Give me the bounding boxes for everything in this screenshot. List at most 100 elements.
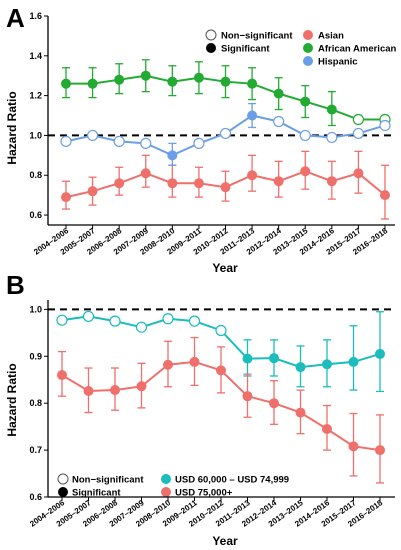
data-point (219, 127, 232, 140)
data-point (352, 127, 365, 140)
data-point (87, 78, 98, 89)
data-point (269, 353, 279, 364)
panel-a-ylabel: Hazard Ratio (5, 91, 19, 164)
legend-nonsig: Non−significant (205, 29, 293, 42)
series-0 (56, 310, 385, 393)
data-point (326, 176, 337, 187)
axes-frame (47, 16, 395, 226)
data-point (299, 129, 311, 142)
data-point (273, 115, 285, 128)
y-tick-label: 1.0 (29, 130, 42, 140)
legend-african-american-label: African American (318, 44, 397, 55)
data-point (247, 170, 258, 181)
data-point (295, 407, 306, 418)
data-point (57, 370, 67, 381)
data-point (167, 76, 178, 87)
y-tick-label: 0.6 (29, 492, 42, 502)
legend-african-american-marker (303, 43, 313, 53)
y-tick-label: 0.8 (29, 170, 42, 180)
legend-asian: Asian (303, 30, 344, 42)
data-point (140, 137, 152, 149)
data-point (56, 314, 68, 326)
data-point (348, 356, 359, 367)
legend-b-sig-marker (58, 487, 68, 497)
data-point (242, 353, 253, 364)
legend-b-nonsig: Non−significant (57, 473, 144, 486)
panel-b: B Hazard Ratio Year 0.6 0.7 0.8 0.9 1.0 2004… (5, 270, 395, 548)
data-point (193, 72, 204, 83)
panel-b-x-ticks: 2004–20062005–20072006–20082007–20092008… (28, 497, 385, 529)
data-point (247, 78, 258, 89)
data-point (326, 131, 338, 144)
data-point (61, 78, 71, 89)
legend-b-income-high-label: USD 75,000+ (175, 488, 233, 499)
y-tick-label: 0.9 (29, 351, 42, 361)
panel-b-ylabel: Hazard Ratio (5, 363, 19, 436)
data-point (167, 178, 178, 189)
data-point (322, 359, 332, 370)
panel-b-series (48, 308, 395, 484)
data-point (86, 129, 99, 142)
legend-hispanic-marker (303, 56, 313, 66)
data-point (82, 310, 95, 323)
series-0 (61, 150, 390, 220)
data-point (273, 88, 284, 99)
data-point (300, 166, 311, 177)
panel-a-y-ticks: 0.6 0.8 1.0 1.2 1.4 1.6 (29, 11, 48, 220)
data-point (135, 321, 148, 333)
panel-a: A Hazard Ratio Year 0.6 0.8 1.0 1.2 1.4 1.6 2… (5, 3, 397, 275)
data-point (300, 96, 311, 107)
data-point (60, 135, 72, 147)
data-point (136, 381, 147, 392)
data-point (215, 324, 227, 337)
y-tick-label: 1.4 (29, 51, 42, 61)
data-point (326, 104, 337, 115)
legend-b-nonsig-label: Non−significant (72, 475, 144, 486)
legend-hispanic-label: Hispanic (318, 57, 358, 68)
panel-a-xlabel: Year (212, 261, 238, 275)
data-point (375, 348, 385, 359)
legend-b-income-mid-marker (161, 474, 171, 484)
y-tick-label: 0.7 (29, 445, 42, 455)
panel-b-y-ticks: 0.6 0.7 0.8 0.9 1.0 (29, 304, 48, 502)
legend-asian-label: Asian (318, 31, 344, 42)
legend-african-american: African American (303, 43, 397, 55)
y-tick-label: 0.8 (29, 398, 42, 408)
data-point (220, 76, 231, 87)
y-tick-label: 1.2 (29, 91, 42, 101)
data-point (140, 168, 151, 179)
legend-sig-label: Significant (221, 44, 270, 55)
panel-b-legend: Non−significant Significant USD 60,000 –… (57, 473, 289, 499)
data-point (379, 119, 391, 132)
data-point (216, 365, 226, 376)
panel-a-series (48, 59, 395, 220)
legend-b-sig: Significant (58, 487, 121, 499)
data-point (87, 186, 98, 197)
series-1 (61, 59, 391, 127)
data-point (348, 441, 359, 452)
data-point (273, 176, 284, 187)
legend-nonsig-label: Non−significant (221, 31, 293, 42)
data-point (242, 391, 253, 402)
data-point (352, 113, 365, 126)
data-point (220, 182, 231, 193)
legend-nonsig-marker (205, 29, 217, 41)
series-2 (60, 102, 391, 166)
data-point (140, 70, 151, 81)
data-point (110, 385, 120, 396)
data-point (114, 178, 125, 189)
data-point (114, 74, 125, 85)
legend-asian-marker (303, 30, 313, 40)
data-point (353, 168, 364, 179)
legend-hispanic: Hispanic (303, 56, 358, 68)
data-point (375, 445, 385, 456)
data-point (247, 110, 258, 121)
data-point (61, 192, 71, 203)
data-point (109, 315, 121, 327)
data-point (162, 313, 174, 325)
legend-b-income-high: USD 75,000+ (161, 487, 233, 499)
legend-b-nonsig-marker (57, 473, 69, 485)
data-point (83, 385, 94, 396)
axes-frame (47, 300, 395, 498)
